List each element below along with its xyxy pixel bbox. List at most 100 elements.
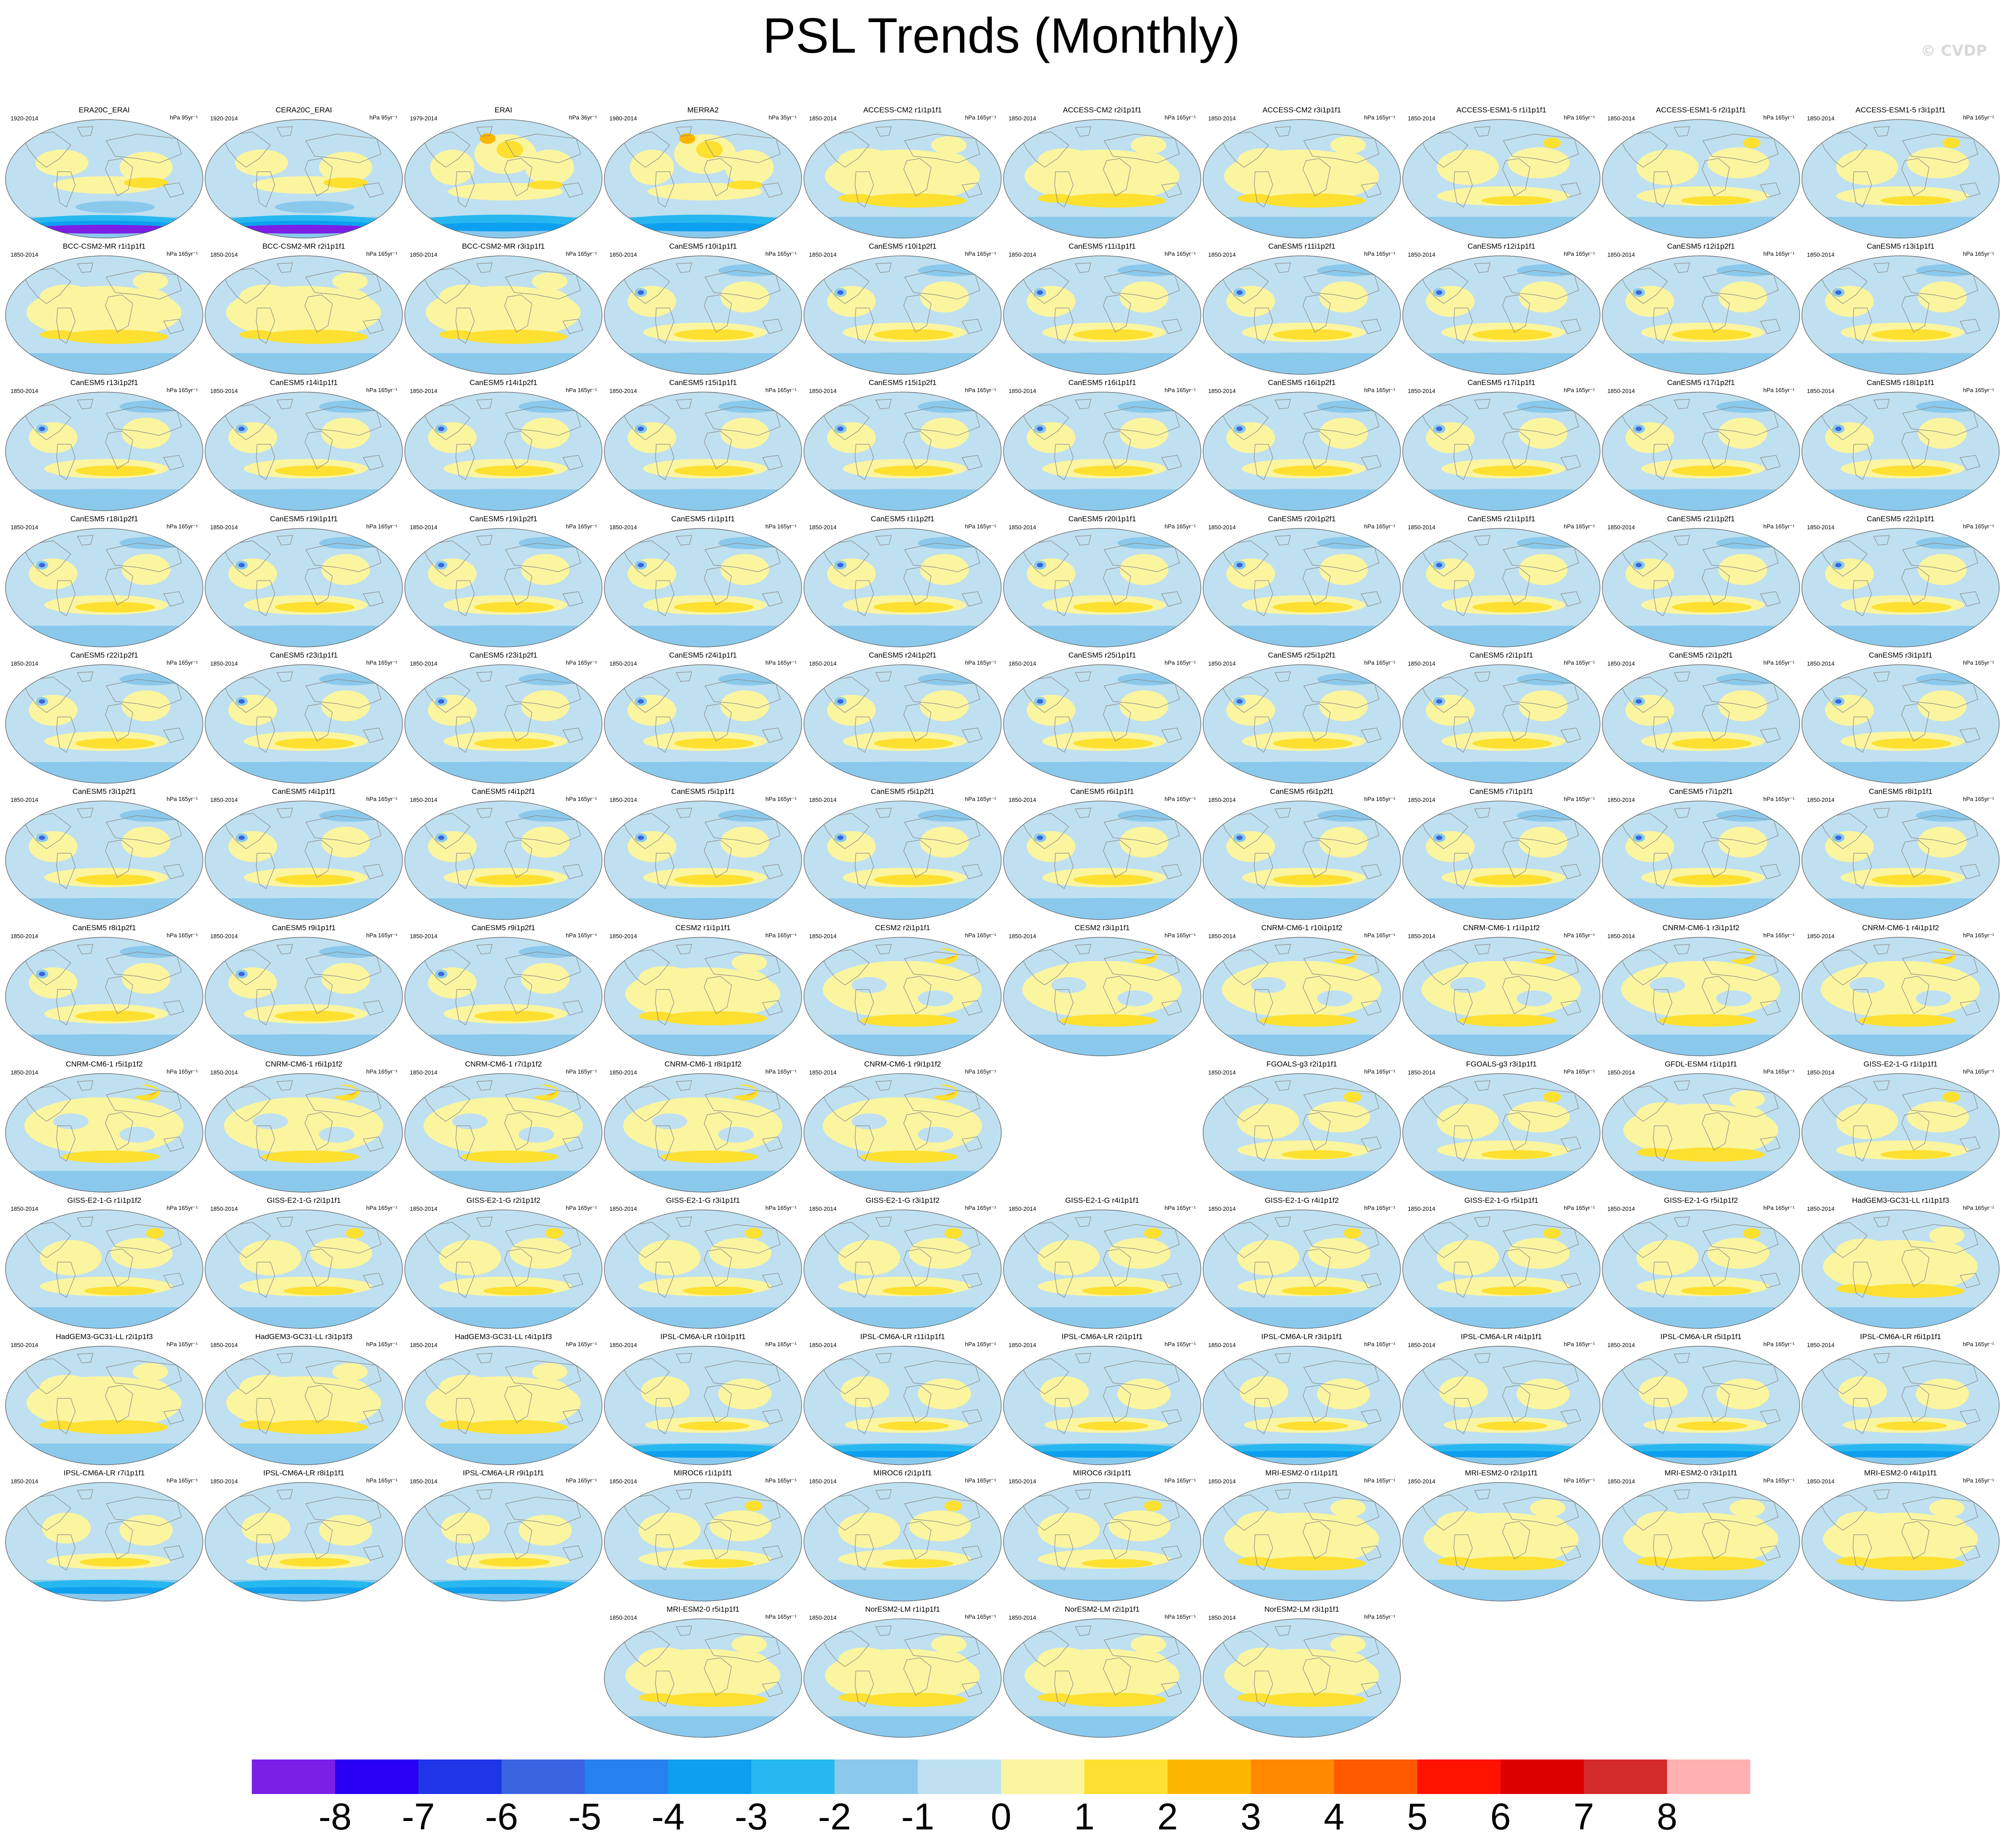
coastline (1560, 728, 1581, 743)
coastline (1103, 294, 1131, 333)
panel-title: CNRM-CM6-1 r7i1p1f2 (465, 1060, 542, 1068)
coastline (363, 1000, 384, 1016)
map-panel: MIROC6 r2i1p1f1 1850-2014 hPa 165yr⁻¹ (803, 1468, 1002, 1605)
coastline (1161, 1000, 1182, 1016)
coastline (1902, 406, 1978, 436)
coastline (1902, 679, 1978, 708)
map-field (1643, 1082, 1758, 1098)
coastline (705, 1497, 781, 1526)
map-field (1730, 1499, 1765, 1517)
coastline (476, 1353, 493, 1363)
map-field (1626, 286, 1674, 317)
coastline (56, 444, 76, 480)
map-field (1716, 1378, 1769, 1409)
panel-units: hPa 165yr⁻¹ (1164, 523, 1196, 530)
map-field (1436, 290, 1442, 295)
panel-years: 1850-2014 (1408, 1478, 1436, 1485)
coastline (505, 1360, 581, 1390)
panel-years: 1850-2014 (809, 660, 837, 667)
coastline (1873, 1489, 1890, 1500)
map-border (803, 1482, 1002, 1602)
panel-years: 1850-2014 (11, 251, 39, 258)
panel-title: CNRM-CM6-1 r1i1p1f2 (1463, 924, 1540, 932)
coastline (1361, 1000, 1382, 1016)
panel-units: hPa 165yr⁻¹ (765, 1068, 797, 1075)
panel-units: hPa 165yr⁻¹ (1564, 114, 1595, 121)
map-border (5, 1073, 204, 1193)
map-field (920, 1651, 969, 1678)
map-field (1417, 1451, 1585, 1458)
map-plot (404, 392, 603, 511)
map-field (1942, 138, 1960, 148)
map-plot (604, 528, 802, 647)
panel-units: hPa 165yr⁻¹ (166, 932, 198, 939)
map-panel: IPSL-CM6A-LR r4i1p1f1 1850-2014 hPa 165yr⁻… (1402, 1332, 1601, 1468)
coastline (620, 1631, 670, 1667)
map-field (1439, 1220, 1563, 1238)
panel-units: hPa 165yr⁻¹ (166, 1477, 198, 1484)
map-border (1003, 801, 1202, 920)
coastline (1873, 126, 1890, 137)
coastline (1054, 171, 1074, 208)
map-field (474, 602, 554, 612)
map-field (474, 874, 554, 885)
map-border (404, 392, 603, 511)
map-field (745, 1501, 763, 1511)
coastline (1453, 1398, 1473, 1434)
panel-years: 1850-2014 (609, 524, 637, 531)
map-panel: CanESM5 r2i1p1f1 1850-2014 hPa 165yr⁻¹ (1402, 651, 1601, 787)
map-plot (404, 1482, 603, 1602)
coastline (620, 540, 670, 577)
map-field (1802, 217, 1999, 238)
map-field (1637, 1148, 1672, 1157)
panel-years: 1850-2014 (1208, 524, 1236, 531)
coastline (1103, 567, 1131, 605)
coastline (1853, 171, 1872, 208)
map-field (1222, 961, 1381, 1018)
map-field (1816, 1451, 1984, 1458)
coastline (820, 1494, 870, 1531)
map-panel: IPSL-CM6A-LR r3i1p1f1 1850-2014 hPa 165yr⁻… (1202, 1332, 1402, 1468)
panel-units: hPa 165yr⁻¹ (1564, 659, 1595, 666)
map-field (1918, 827, 1967, 858)
panel-title: GISS-E2-1-G r2i1p1f2 (466, 1196, 541, 1205)
coastline (305, 134, 381, 163)
coastline (1020, 677, 1069, 713)
panel-units: hPa 165yr⁻¹ (1364, 932, 1395, 939)
coastline (1054, 989, 1074, 1025)
coastline (655, 989, 674, 1025)
coastline (77, 1353, 93, 1363)
map-field (1439, 1376, 1488, 1407)
map-panel: CanESM5 r16i1p2f1 1850-2014 hPa 165yr⁻¹ (1202, 378, 1402, 514)
map-border (1003, 392, 1202, 511)
map-field (1237, 1240, 1299, 1275)
map-plot (5, 119, 204, 239)
coastline (305, 1497, 381, 1526)
map-field (725, 150, 774, 185)
map-field (321, 418, 370, 449)
map-field (1836, 1104, 1898, 1139)
coastline (363, 1136, 384, 1152)
map-field (1217, 1451, 1386, 1458)
map-field (1543, 1228, 1561, 1239)
coastline (962, 319, 982, 334)
map-panel: GISS-E2-1-G r3i1p1f1 1850-2014 hPa 165yr⁻¹ (603, 1196, 803, 1332)
coastline (562, 591, 583, 607)
panel-years: 1850-2014 (11, 933, 39, 939)
map-field (720, 1651, 769, 1678)
map-field (532, 1363, 567, 1381)
panel-units: hPa 165yr⁻¹ (1564, 250, 1595, 257)
coastline (106, 1360, 182, 1390)
coastline (304, 839, 333, 878)
coastline (105, 976, 133, 1014)
map-field (823, 1097, 982, 1155)
panel-units: hPa 165yr⁻¹ (1763, 250, 1795, 257)
map-panel: MRI-ESM2-0 r5i1p1f1 1850-2014 hPa 165yr⁻¹ (603, 1605, 803, 1741)
coastline (655, 1262, 674, 1298)
map-field (39, 835, 45, 840)
map-field (53, 1113, 89, 1129)
map-field (860, 1014, 958, 1027)
map-panel: CanESM5 r17i1p1f1 1850-2014 hPa 165yr⁻¹ (1402, 378, 1601, 514)
coastline (1503, 134, 1579, 163)
panel-years: 1850-2014 (210, 1478, 238, 1485)
